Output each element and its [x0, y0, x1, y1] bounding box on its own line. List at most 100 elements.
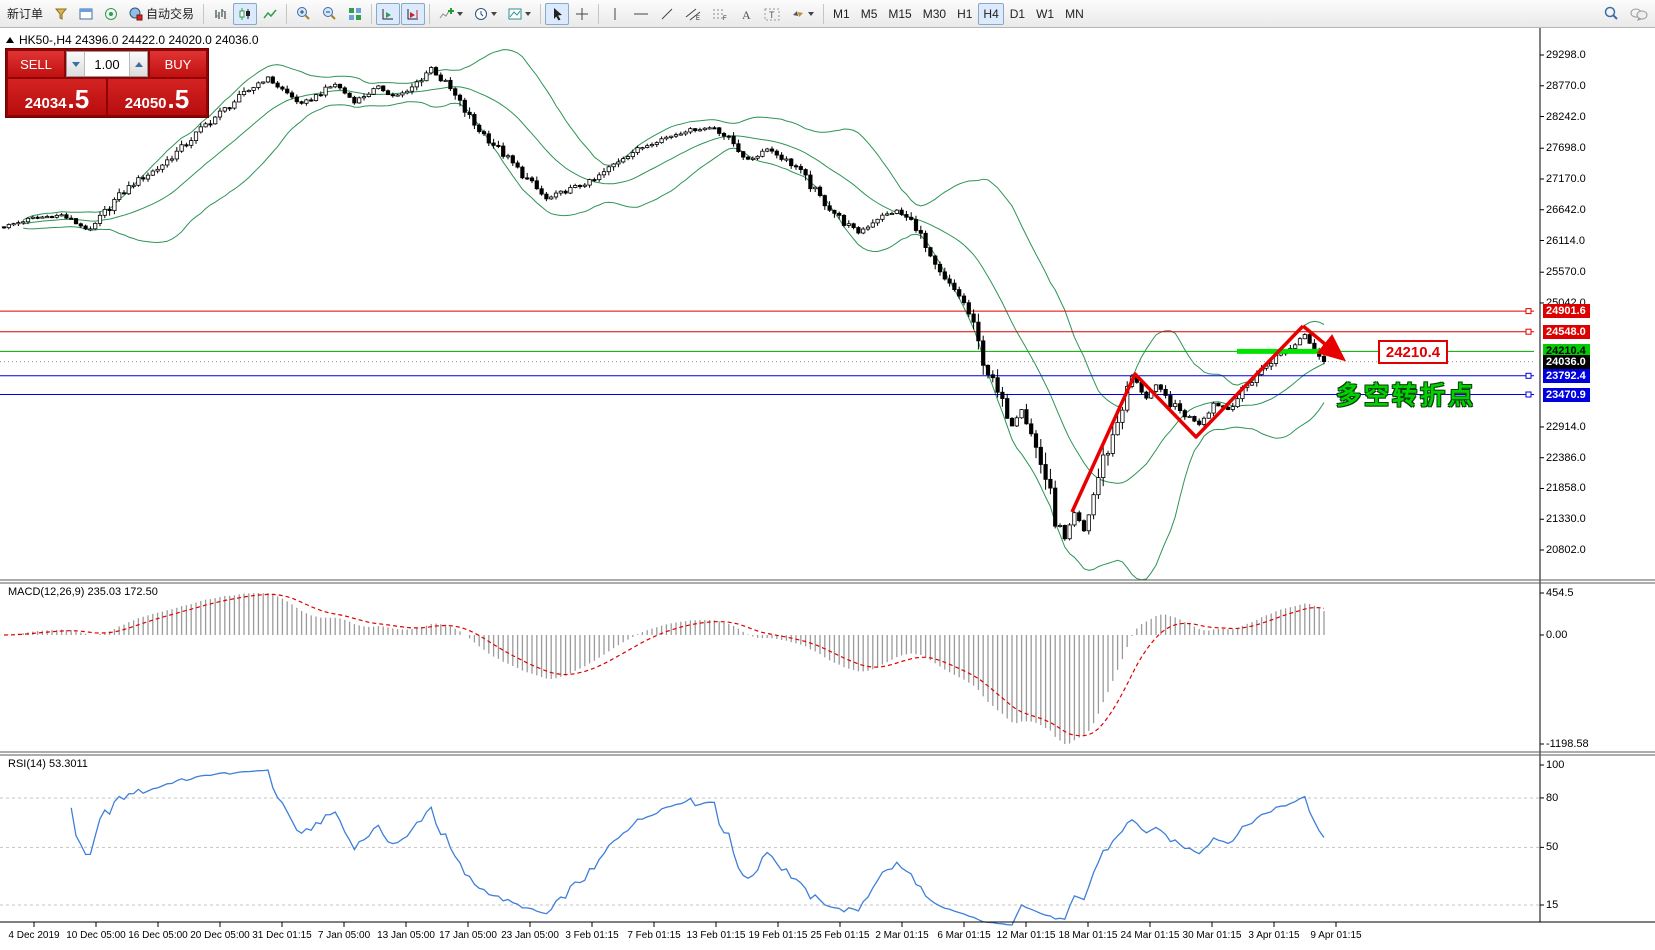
chart-window-button[interactable]: [74, 3, 98, 25]
chat-icon: [1630, 7, 1648, 21]
auto-scroll-button[interactable]: [376, 2, 401, 25]
timeframe-m30-button[interactable]: M30: [918, 3, 951, 25]
chat-button[interactable]: [1625, 3, 1653, 25]
time-tick-label: 24 Mar 01:15: [1120, 930, 1180, 941]
time-tick-label: 10 Dec 05:00: [66, 930, 126, 941]
auto-trading-label: 自动交易: [146, 7, 195, 21]
timeframe-h1-button[interactable]: H1: [952, 3, 977, 25]
buy-price-frac: .5: [167, 84, 190, 114]
vertical-line-tool[interactable]: [603, 3, 627, 25]
time-tick-label: 23 Jan 05:00: [501, 930, 559, 941]
time-tick-label: 25 Feb 01:15: [810, 930, 870, 941]
sell-price-box[interactable]: 24034 .5: [8, 79, 106, 115]
crosshair-icon: [575, 7, 589, 21]
price-level-label: 23792.4: [1543, 368, 1590, 383]
price-tick-label: 80: [1546, 791, 1559, 804]
new-order-button[interactable]: 新订单: [2, 3, 48, 25]
timeframe-m5-button[interactable]: M5: [856, 3, 883, 25]
chart-shift-icon: [406, 7, 420, 21]
indicators-icon: [439, 7, 455, 21]
text-label-tool[interactable]: T: [759, 3, 785, 25]
cursor-button[interactable]: [545, 2, 570, 25]
candlestick-icon: [238, 7, 252, 21]
svg-text:E: E: [696, 16, 700, 21]
zoom-out-icon: [322, 6, 337, 21]
cursor-icon: [551, 7, 564, 21]
auto-trading-icon: [129, 7, 143, 21]
crosshair-button[interactable]: [570, 3, 594, 25]
trendline-tool[interactable]: [655, 3, 679, 25]
trendline-icon: [660, 7, 674, 21]
text-icon: A: [740, 7, 752, 21]
toolbar-separator: [823, 3, 825, 24]
buy-price-main: 24050: [124, 94, 167, 112]
buy-price-box[interactable]: 24050 .5: [108, 79, 206, 115]
templates-button[interactable]: [503, 3, 536, 25]
horizontal-line-icon: [633, 7, 649, 21]
arrows-tool[interactable]: [786, 3, 819, 25]
search-icon: [1604, 6, 1619, 21]
tile-windows-button[interactable]: [343, 3, 367, 25]
fibonacci-icon: F: [712, 7, 728, 21]
timeframe-m1-button[interactable]: M1: [828, 3, 855, 25]
price-tick-label: 15: [1546, 899, 1559, 911]
svg-text:T: T: [769, 10, 775, 20]
price-tick-label: 0.00: [1546, 629, 1568, 641]
price-tick-label: 26642.0: [1546, 203, 1586, 216]
channel-icon: E: [685, 7, 701, 21]
price-tick-label: 20802.0: [1546, 544, 1586, 556]
time-tick-label: 30 Mar 01:15: [1182, 930, 1242, 941]
chart-window-icon: [79, 7, 93, 21]
vertical-line-icon: [610, 7, 620, 21]
signals-button[interactable]: [99, 3, 123, 25]
buy-button[interactable]: BUY: [150, 51, 206, 77]
chart-symbol-header: HK50-,H4 24396.0 24422.0 24020.0 24036.0: [6, 33, 259, 47]
indicators-button[interactable]: [434, 3, 468, 25]
zoom-in-icon: [296, 6, 311, 21]
volume-increase-button[interactable]: [129, 52, 147, 76]
collapse-triangle-icon[interactable]: [6, 33, 14, 43]
timeframe-m15-button[interactable]: M15: [883, 3, 916, 25]
timeframe-w1-button[interactable]: W1: [1031, 3, 1059, 25]
time-tick-label: 12 Mar 01:15: [996, 930, 1056, 941]
search-button[interactable]: [1599, 3, 1624, 25]
timeframe-mn-button[interactable]: MN: [1060, 3, 1089, 25]
volume-spinner: 1.00: [66, 51, 148, 77]
fibonacci-tool[interactable]: F: [707, 3, 733, 25]
toolbar-separator: [429, 3, 431, 24]
bar-chart-button[interactable]: [208, 3, 232, 25]
dropdown-arrow-icon: [491, 12, 498, 19]
price-tick-label: 22386.0: [1546, 451, 1586, 464]
zoom-out-button[interactable]: [317, 3, 342, 25]
caret-down-icon: [71, 61, 80, 71]
dropdown-arrow-icon: [525, 12, 532, 19]
rsi-indicator-label: RSI(14) 53.3011: [8, 758, 88, 770]
new-order-label: 新订单: [7, 7, 44, 21]
chart-shift-button[interactable]: [401, 2, 426, 25]
clock-icon: [474, 7, 488, 21]
time-tick-label: 3 Apr 01:15: [1248, 930, 1300, 941]
profiles-button[interactable]: [49, 3, 73, 25]
price-tick-label: 21330.0: [1546, 513, 1586, 526]
auto-trading-button[interactable]: 自动交易: [124, 3, 199, 25]
price-tick-label: 28770.0: [1546, 79, 1586, 92]
price-level-label: 24901.6: [1543, 304, 1590, 319]
sell-button[interactable]: SELL: [8, 51, 64, 77]
volume-value[interactable]: 1.00: [94, 56, 120, 72]
time-tick-label: 2 Mar 01:15: [875, 930, 929, 941]
bar-chart-icon: [213, 7, 227, 21]
horizontal-line-tool[interactable]: [628, 3, 654, 25]
line-chart-button[interactable]: [258, 3, 282, 25]
candlestick-chart-button[interactable]: [233, 2, 258, 25]
timeframe-d1-button[interactable]: D1: [1005, 3, 1030, 25]
periods-button[interactable]: [469, 3, 502, 25]
caret-up-icon: [134, 58, 143, 67]
price-level-label: 23470.9: [1543, 387, 1590, 402]
timeframe-h4-button[interactable]: H4: [978, 2, 1004, 25]
zoom-in-button[interactable]: [291, 3, 316, 25]
volume-decrease-button[interactable]: [67, 52, 85, 76]
text-tool[interactable]: A: [734, 3, 758, 25]
equidistant-channel-tool[interactable]: E: [680, 3, 706, 25]
price-annotation-flag: 24210.4: [1378, 340, 1448, 364]
